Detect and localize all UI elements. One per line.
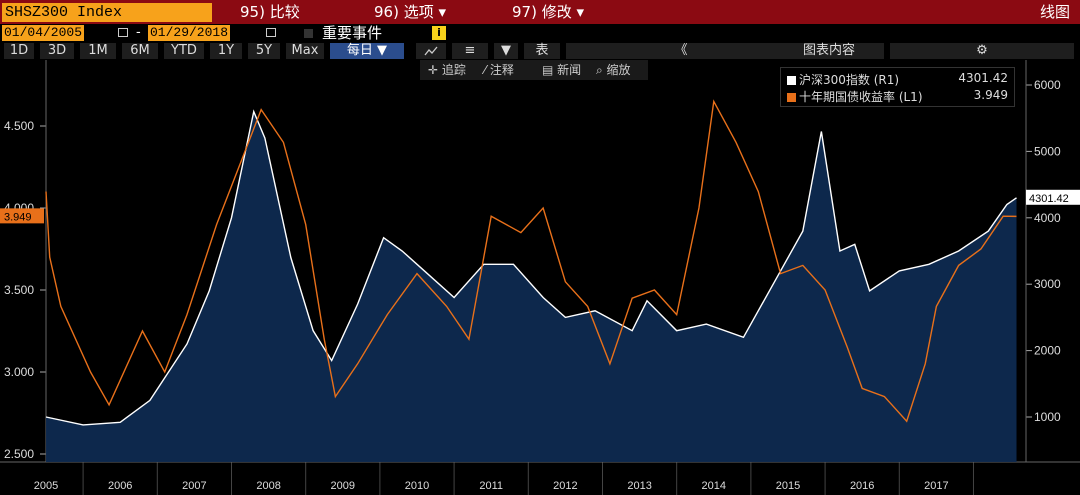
legend-value: 4301.42: [958, 71, 1008, 85]
range-5y-button[interactable]: 5Y: [248, 43, 280, 59]
right-tick-label: 3000: [1034, 277, 1061, 291]
x-tick-label: 2014: [702, 480, 726, 492]
yield-line: [45, 99, 1017, 423]
x-tick-label: 2007: [182, 480, 206, 492]
range-3d-button[interactable]: 3D: [40, 43, 74, 59]
zoom-tool[interactable]: ⌕ 缩放: [596, 63, 631, 77]
annotation-toolbar: ✛ 追踪 ⁄ 注释 ▤ 新闻 ⌕ 缩放: [420, 60, 648, 80]
x-tick-label: 2016: [850, 480, 874, 492]
right-tick-label: 6000: [1034, 78, 1061, 92]
dropdown-chevron-icon[interactable]: ▼: [494, 43, 518, 59]
x-tick-label: 2009: [331, 480, 355, 492]
right-tick-label: 1000: [1034, 410, 1061, 424]
end-date-field[interactable]: 01/29/2018: [148, 25, 231, 41]
index-line: [45, 109, 1017, 426]
date-bar: 01/04/2005 - 01/29/2018 重要事件 i: [0, 24, 1080, 42]
table-button[interactable]: 表: [524, 43, 560, 59]
chart-content-button[interactable]: 图表内容: [774, 43, 884, 59]
chart-content-label: 图表内容: [802, 43, 855, 58]
left-tick-label: 3.000: [4, 365, 34, 379]
x-tick-label: 2017: [924, 480, 948, 492]
index-last-value-box: [1026, 189, 1080, 205]
index-last-value-label: 4301.42: [1029, 193, 1069, 205]
chart-type-label: 线图: [1039, 3, 1070, 21]
left-tick-label: 4.500: [4, 119, 34, 133]
x-tick-label: 2015: [776, 480, 800, 492]
chart-area: 2005 2006 2007 2008 2009 2010 2011 2012 2013 2014…: [0, 60, 1080, 495]
calendar-icon[interactable]: [118, 28, 128, 37]
header-bar: SHSZ300 Index 95) 比较 96) 选项 ▾ 97) 修改 ▾ 线…: [0, 0, 1080, 24]
zoom-label: 缩放: [606, 63, 631, 77]
events-checkbox[interactable]: [304, 29, 313, 38]
x-tick-label: 2013: [627, 480, 651, 492]
modify-menu[interactable]: 97) 修改 ▾: [512, 3, 585, 21]
legend-item-index: 沪深300指数 (R1): [787, 71, 899, 88]
track-tool[interactable]: ✛ 追踪: [428, 63, 466, 77]
range-ytd-button[interactable]: YTD: [164, 43, 204, 59]
range-6m-button[interactable]: 6M: [122, 43, 158, 59]
left-tick-label: 2.500: [4, 447, 34, 461]
index-area: [46, 111, 1017, 462]
news-label: 新闻: [557, 63, 582, 77]
settings-gear-icon[interactable]: ⚙: [890, 43, 1074, 59]
start-date-field[interactable]: 01/04/2005: [2, 25, 85, 41]
x-tick-label: 2008: [256, 480, 280, 492]
annotate-tool[interactable]: ⁄ 注释: [484, 63, 514, 77]
compare-icon[interactable]: ≡: [452, 43, 488, 59]
legend-label: 沪深300指数 (R1): [799, 73, 900, 87]
collapse-button[interactable]: 《: [566, 43, 796, 59]
legend-item-yield: 十年期国债收益率 (L1): [787, 88, 923, 105]
right-tick-label: 4000: [1034, 211, 1061, 225]
right-tick-label: 5000: [1034, 144, 1061, 158]
compare-menu[interactable]: 95) 比较: [240, 3, 300, 21]
range-1d-button[interactable]: 1D: [4, 43, 34, 59]
calendar-icon[interactable]: [266, 28, 276, 37]
date-dash: -: [136, 25, 141, 40]
x-tick-label: 2005: [34, 480, 58, 492]
ticker-field[interactable]: SHSZ300 Index: [2, 3, 212, 22]
annotate-label: 注释: [489, 63, 514, 77]
range-bar: 1D 3D 1M 6M YTD 1Y 5Y Max 每日 ▼ ≡ ▼ 表 《 图…: [0, 42, 1080, 60]
x-tick-label: 2011: [479, 480, 503, 492]
left-tick-label: 3.500: [4, 283, 34, 297]
options-menu[interactable]: 96) 选项 ▾: [374, 3, 447, 21]
x-tick-label: 2006: [108, 480, 132, 492]
line-chart-icon[interactable]: [416, 43, 446, 59]
range-max-button[interactable]: Max: [286, 43, 324, 59]
legend: 沪深300指数 (R1) 4301.42 十年期国债收益率 (L1) 3.949: [780, 67, 1015, 107]
legend-value: 3.949: [973, 88, 1008, 102]
right-tick-label: 2000: [1034, 344, 1061, 358]
range-1y-button[interactable]: 1Y: [210, 43, 242, 59]
x-tick-label: 2010: [405, 480, 429, 492]
legend-label: 十年期国债收益率 (L1): [799, 90, 923, 104]
yield-last-value-label: 3.949: [4, 211, 32, 223]
range-1m-button[interactable]: 1M: [80, 43, 116, 59]
period-select[interactable]: 每日 ▼: [330, 43, 404, 59]
info-icon[interactable]: i: [432, 26, 446, 40]
news-tool[interactable]: ▤ 新闻: [542, 63, 582, 77]
yield-last-value-box: [0, 208, 44, 224]
events-label: 重要事件: [322, 24, 383, 42]
track-label: 追踪: [441, 63, 466, 77]
x-tick-label: 2012: [553, 480, 577, 492]
